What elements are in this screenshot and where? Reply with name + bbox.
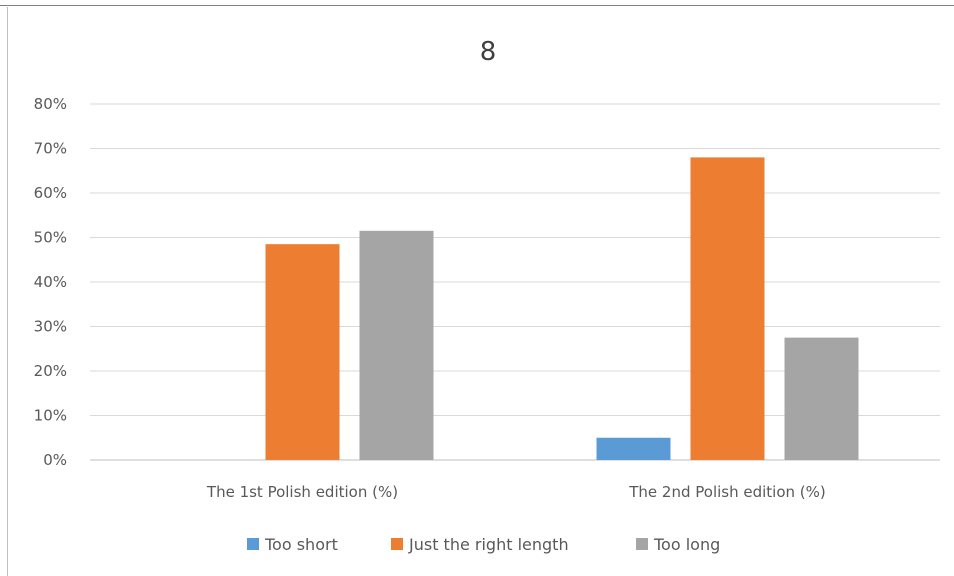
- legend-label: Just the right length: [408, 535, 569, 554]
- y-tick-label: 40%: [34, 273, 67, 291]
- x-category-label: The 2nd Polish edition (%): [628, 483, 826, 501]
- bars: [265, 157, 859, 460]
- y-tick-label: 10%: [34, 407, 67, 425]
- bar-just-the-right-length: [265, 244, 340, 460]
- x-axis-categories: The 1st Polish edition (%) The 2nd Polish…: [206, 483, 826, 501]
- legend-label: Too short: [264, 535, 338, 554]
- bar-too-long: [784, 337, 859, 460]
- y-tick-label: 0%: [43, 451, 67, 469]
- legend: Too short Just the right length Too long: [247, 535, 720, 554]
- y-tick-label: 60%: [34, 184, 67, 202]
- bar-too-short: [596, 437, 671, 460]
- y-tick-label: 20%: [34, 362, 67, 380]
- y-tick-label: 50%: [34, 229, 67, 247]
- x-category-label: The 1st Polish edition (%): [206, 483, 398, 501]
- top-edge-strip: [0, 0, 954, 6]
- y-tick-label: 80%: [34, 95, 67, 113]
- y-axis-ticks: 0% 10% 20% 30% 40% 50% 60% 70% 80%: [34, 95, 67, 469]
- y-tick-label: 30%: [34, 318, 67, 336]
- legend-swatch: [636, 538, 648, 550]
- legend-label: Too long: [653, 535, 720, 554]
- y-tick-label: 70%: [34, 140, 67, 158]
- bar-just-the-right-length: [690, 157, 765, 460]
- legend-swatch: [247, 538, 259, 550]
- legend-swatch: [391, 538, 403, 550]
- chart-frame: [7, 7, 954, 576]
- bar-too-long: [359, 230, 434, 460]
- chart-title: 8: [480, 37, 497, 67]
